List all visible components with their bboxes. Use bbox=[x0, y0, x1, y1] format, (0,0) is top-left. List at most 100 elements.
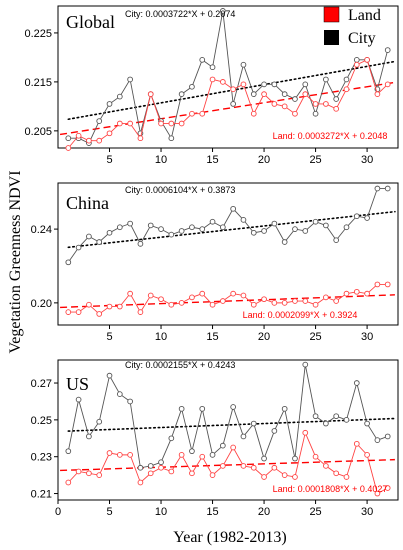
land-data-point bbox=[75, 309, 82, 315]
city-data-point bbox=[178, 405, 185, 412]
panel-title: China bbox=[66, 193, 109, 213]
land-data-point bbox=[271, 101, 278, 107]
land-data-point bbox=[302, 91, 309, 97]
y-axis-title: Vegetation Greenness NDVI bbox=[7, 170, 24, 353]
city-data-point bbox=[323, 222, 329, 229]
land-data-point bbox=[96, 137, 103, 144]
city-data-point bbox=[384, 47, 391, 53]
x-tick-label: 10 bbox=[155, 331, 167, 343]
city-data-point bbox=[230, 205, 237, 212]
x-tick-label: 25 bbox=[309, 331, 321, 343]
city-data-point bbox=[292, 455, 298, 462]
city-data-point bbox=[302, 361, 309, 368]
land-data-point bbox=[323, 463, 329, 469]
city-equation: City: 0.0002155*X + 0.4243 bbox=[125, 360, 235, 370]
land-data-point bbox=[353, 440, 360, 447]
land-data-point bbox=[178, 452, 185, 458]
land-data-point bbox=[323, 294, 329, 301]
city-data-point bbox=[323, 420, 329, 427]
y-tick-label: 0.215 bbox=[24, 77, 52, 89]
x-tick-label: 10 bbox=[155, 506, 167, 518]
land-data-point bbox=[147, 292, 154, 299]
y-tick-label: 0.225 bbox=[24, 28, 52, 40]
land-data-point bbox=[116, 120, 123, 127]
y-tick-label: 0.24 bbox=[31, 224, 52, 236]
land-equation: Land: 0.0001808*X + 0.4027 bbox=[273, 484, 388, 494]
land-data-point bbox=[106, 303, 113, 310]
city-data-point bbox=[240, 61, 247, 68]
land-data-point bbox=[230, 444, 237, 451]
land-data-point bbox=[158, 464, 164, 471]
city-data-point bbox=[106, 372, 113, 379]
land-data-point bbox=[364, 57, 370, 63]
city-data-point bbox=[158, 459, 164, 466]
city-data-point bbox=[230, 101, 237, 107]
legend-swatch-city bbox=[324, 30, 339, 45]
x-tick-label: 30 bbox=[361, 506, 373, 518]
land-data-point bbox=[271, 464, 278, 471]
land-data-point bbox=[116, 452, 123, 458]
legend-label-city: City bbox=[348, 30, 376, 47]
land-data-point bbox=[353, 61, 360, 68]
land-equation: Land: 0.0002099*X + 0.3924 bbox=[243, 310, 358, 320]
y-tick-label: 0.205 bbox=[24, 126, 52, 138]
land-data-point bbox=[86, 301, 92, 308]
land-data-point bbox=[281, 103, 288, 110]
panel-china: 0.20 0.24 5 10 15 20 25 30 China City: 0.0006104*… bbox=[31, 182, 399, 343]
city-data-point bbox=[261, 455, 267, 462]
land-data-point bbox=[199, 110, 206, 117]
city-data-point bbox=[292, 96, 298, 102]
land-data-point bbox=[333, 470, 340, 477]
x-axis-title: Year (1982-2013) bbox=[173, 529, 286, 546]
x-tick-label: 15 bbox=[206, 331, 218, 343]
city-data-point bbox=[168, 435, 175, 442]
city-data-point bbox=[353, 380, 360, 386]
land-data-point bbox=[384, 485, 391, 491]
land-data-point bbox=[137, 479, 144, 486]
land-data-point bbox=[261, 91, 267, 97]
land-data-point bbox=[219, 463, 226, 469]
land-data-point bbox=[65, 479, 72, 486]
land-data-point bbox=[189, 294, 195, 301]
land-trend-line bbox=[60, 294, 395, 309]
city-data-point bbox=[106, 101, 113, 107]
city-data-point bbox=[230, 404, 237, 410]
land-data-point bbox=[250, 301, 257, 308]
land-data-point bbox=[189, 470, 195, 477]
city-data-point bbox=[343, 224, 350, 231]
y-tick-label: 0.23 bbox=[31, 452, 52, 464]
land-data-point bbox=[127, 120, 133, 127]
city-data-point bbox=[127, 76, 133, 83]
land-data-point bbox=[168, 301, 175, 308]
land-data-point bbox=[374, 490, 381, 497]
city-data-point bbox=[312, 413, 319, 420]
legend-swatch-land bbox=[323, 6, 340, 23]
land-data-point bbox=[86, 470, 92, 477]
city-data-point bbox=[312, 110, 319, 117]
land-data-point bbox=[158, 120, 164, 127]
city-data-point bbox=[65, 135, 72, 142]
city-data-point bbox=[333, 96, 340, 102]
city-series-line bbox=[68, 10, 389, 144]
city-data-point bbox=[116, 391, 123, 397]
land-data-point bbox=[178, 120, 185, 127]
city-data-point bbox=[189, 448, 195, 455]
city-data-point bbox=[65, 448, 72, 455]
city-data-point bbox=[374, 185, 381, 192]
city-data-point bbox=[240, 433, 247, 440]
land-data-point bbox=[312, 453, 319, 460]
city-data-point bbox=[292, 226, 298, 232]
x-tick-label: 20 bbox=[258, 331, 270, 343]
city-data-point bbox=[75, 244, 82, 251]
land-data-point bbox=[261, 474, 267, 480]
land-data-point bbox=[199, 453, 206, 460]
land-data-point bbox=[116, 303, 123, 310]
plot-frame bbox=[57, 182, 399, 326]
city-data-point bbox=[189, 224, 195, 231]
city-data-point bbox=[127, 220, 133, 227]
land-data-point bbox=[230, 86, 237, 93]
city-data-point bbox=[168, 135, 175, 142]
land-data-point bbox=[96, 472, 103, 478]
x-tick-label: 5 bbox=[106, 506, 112, 518]
city-data-point bbox=[281, 405, 288, 412]
